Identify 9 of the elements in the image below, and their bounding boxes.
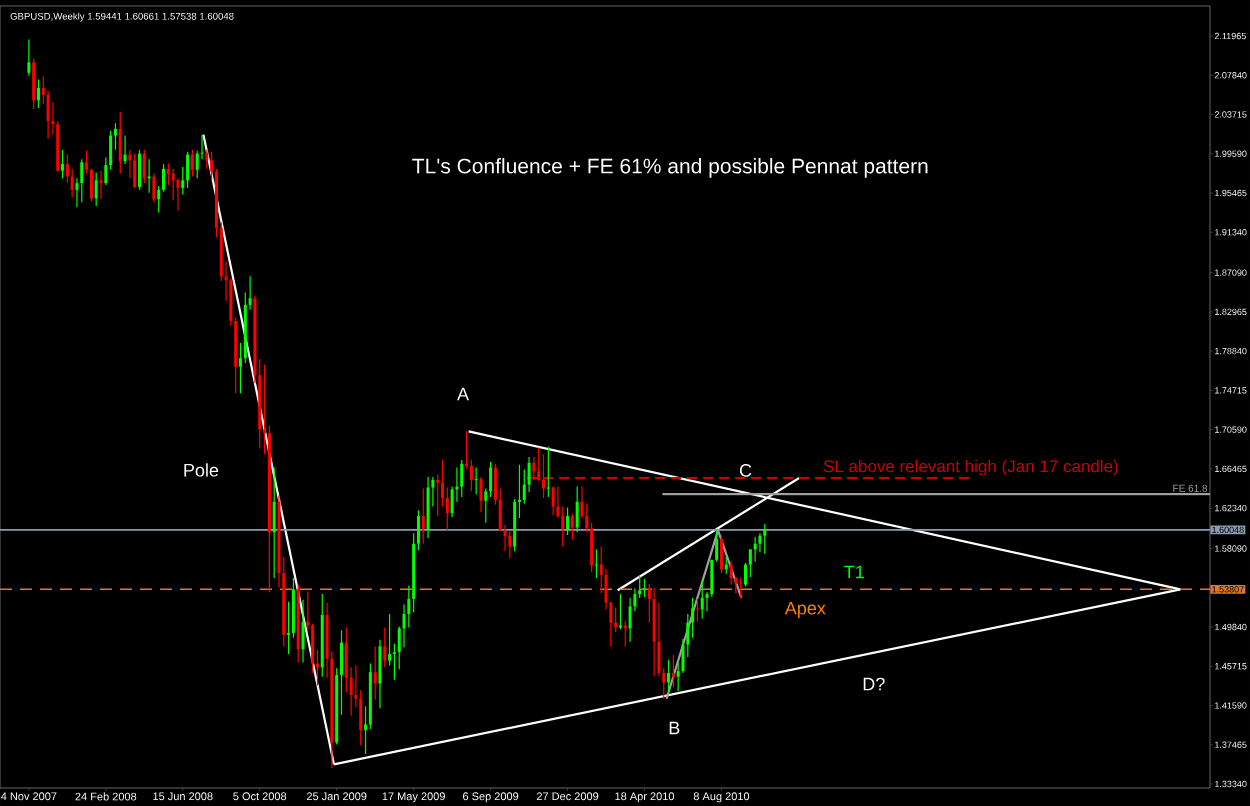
annotation: Pole xyxy=(184,463,219,477)
annotation: A xyxy=(457,387,470,401)
annotation: D? xyxy=(863,677,885,691)
text: TL's Confluence + FE 61% and possible Pennat pattern xyxy=(412,158,928,178)
annotation: Apex xyxy=(784,601,826,619)
annotation: T1 xyxy=(844,565,864,579)
series-label: SL above relevant high (Jan 17 candle) xyxy=(823,459,1118,476)
annotation: B xyxy=(669,721,680,735)
annotation: C xyxy=(739,464,752,477)
